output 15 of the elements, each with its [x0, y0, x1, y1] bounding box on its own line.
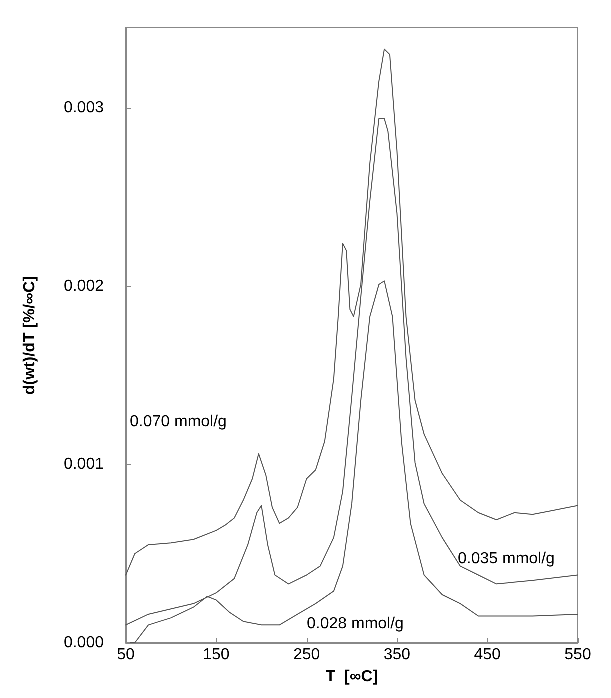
annotation: 0.028 mmol/g: [307, 616, 404, 632]
y-tick-label: 0.000: [64, 634, 104, 652]
y-tick-label: 0.001: [64, 456, 104, 474]
y-tick-label: 0.003: [64, 100, 104, 117]
y-axis-title: d(wt)/dT [%/∞C]: [22, 276, 38, 395]
x-axis-title: T [∞C]: [326, 668, 378, 686]
x-tick-label: 150: [203, 646, 230, 664]
x-tick-label: 550: [564, 646, 592, 664]
y-tick-label: 0.002: [64, 278, 104, 295]
annotation: 0.035 mmol/g: [458, 550, 555, 568]
x-tick-label: 250: [293, 646, 320, 664]
annotation: 0.070 mmol/g: [130, 414, 227, 430]
x-tick-label: 450: [474, 646, 502, 664]
x-tick-label: 350: [384, 646, 411, 664]
x-tick-label: 50: [117, 646, 135, 664]
